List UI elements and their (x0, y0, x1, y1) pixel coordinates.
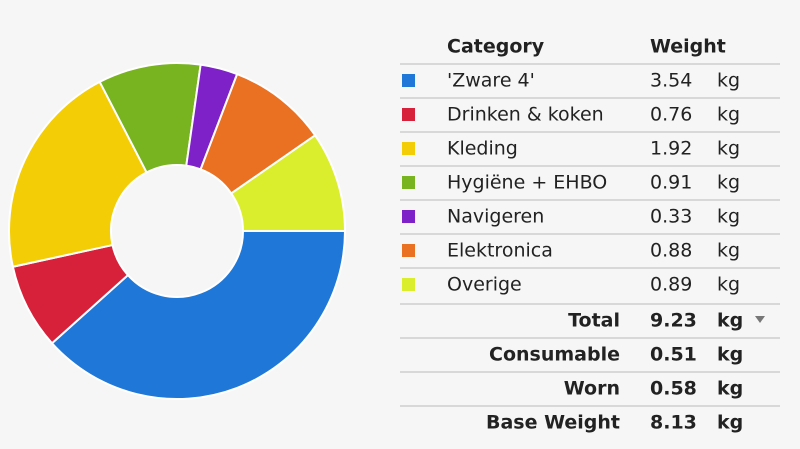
header-weight: Weight (650, 36, 726, 58)
weight-value: 0.88 (650, 240, 692, 262)
weight-value: 3.54 (650, 70, 692, 92)
weight-unit: kg (717, 138, 740, 160)
weight-value: 0.76 (650, 104, 692, 126)
weight-unit: kg (717, 206, 740, 228)
weight-unit: kg (717, 240, 740, 262)
weight-unit: kg (717, 70, 740, 92)
legend-swatch (402, 142, 415, 155)
summary-value: 0.51 (650, 344, 697, 366)
weight-value: 0.89 (650, 274, 692, 296)
summary-label: Worn (564, 378, 620, 400)
weight-unit: kg (717, 172, 740, 194)
category-name: Kleding (447, 138, 518, 160)
legend-swatch (402, 244, 415, 257)
summary-unit: kg (717, 378, 743, 400)
donut-chart (8, 62, 347, 400)
summary-value: 8.13 (650, 412, 697, 434)
category-name: 'Zware 4' (447, 70, 535, 92)
header-category: Category (447, 36, 545, 58)
weight-value: 0.91 (650, 172, 692, 194)
summary-value: 9.23 (650, 310, 697, 332)
summary-label: Total (568, 310, 620, 332)
slice (50, 230, 347, 400)
legend-swatch (402, 108, 415, 121)
summary-label: Consumable (489, 344, 620, 366)
legend-swatch (402, 74, 415, 87)
legend-swatch (402, 176, 415, 189)
weight-table: Category Weight 'Zware 4' 3.54 kg Drinken &… (400, 36, 780, 434)
weight-unit: kg (717, 274, 740, 296)
summary-unit: kg (717, 310, 743, 332)
slice (229, 133, 347, 232)
category-name: Drinken & koken (447, 104, 604, 126)
category-name: Elektronica (447, 240, 553, 262)
dropdown-toggle[interactable] (755, 316, 765, 323)
legend-swatch (402, 210, 415, 223)
category-name: Navigeren (447, 206, 544, 228)
category-name: Overige (447, 274, 522, 296)
summary-value: 0.58 (650, 378, 697, 400)
weight-unit: kg (717, 104, 740, 126)
slice (8, 80, 148, 268)
category-name: Hygiëne + EHBO (447, 172, 607, 194)
summary-label: Base Weight (486, 412, 620, 434)
summary-unit: kg (717, 412, 743, 434)
weight-value: 1.92 (650, 138, 692, 160)
weight-value: 0.33 (650, 206, 692, 228)
summary-unit: kg (717, 344, 743, 366)
legend-swatch (402, 278, 415, 291)
